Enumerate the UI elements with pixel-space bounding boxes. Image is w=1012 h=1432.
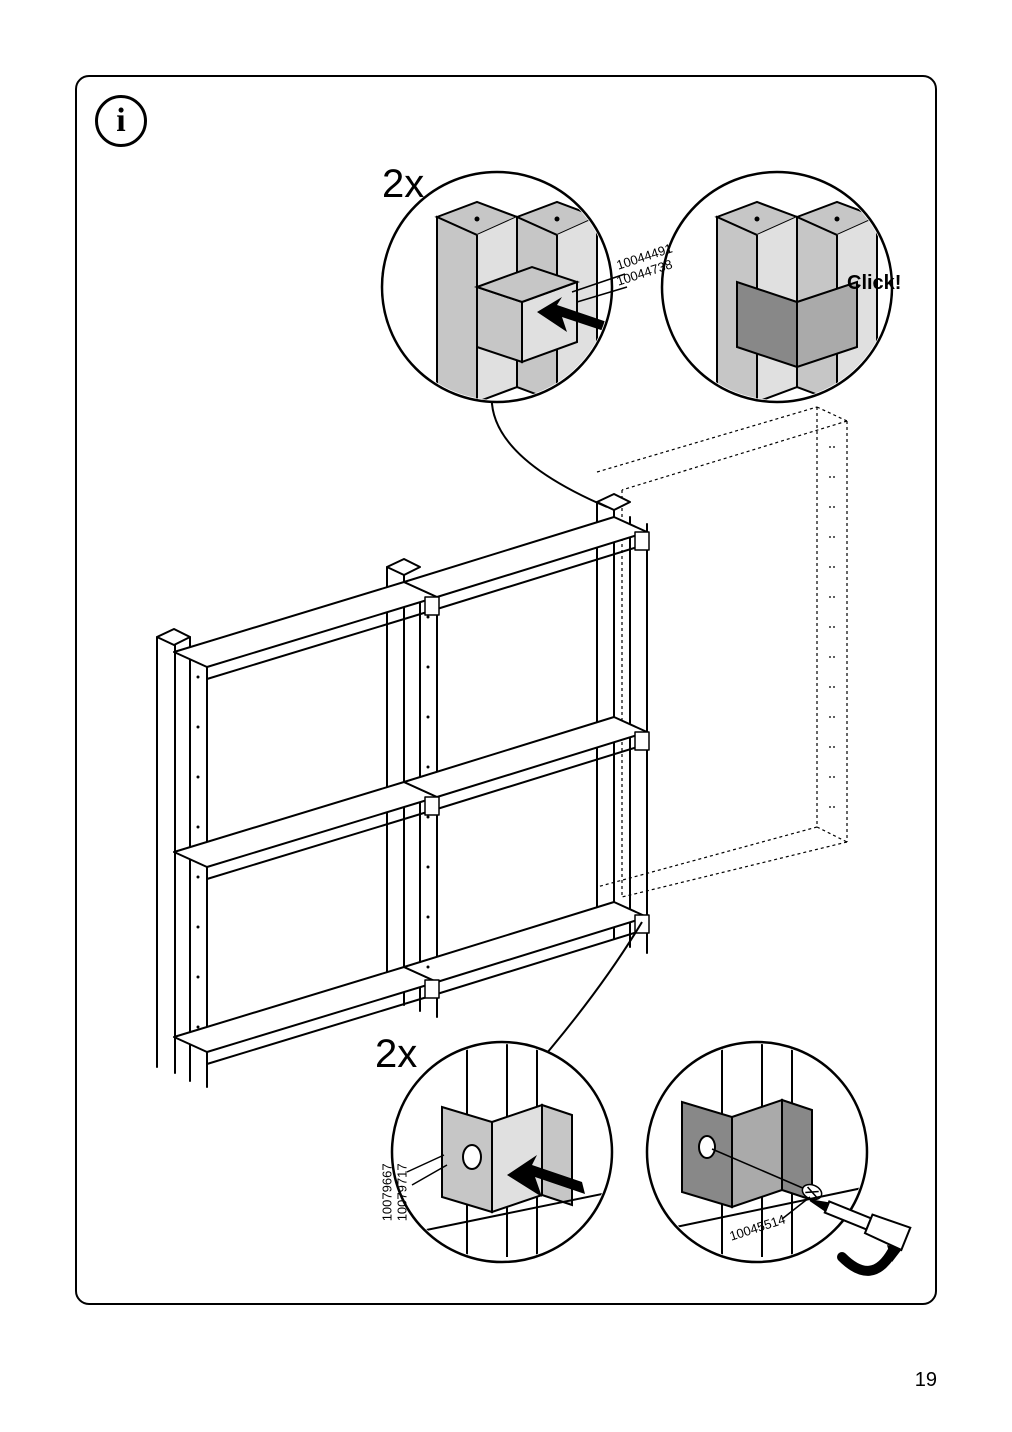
top-qty-label: 2x bbox=[382, 162, 424, 207]
click-label: Click! bbox=[847, 272, 901, 295]
page: i bbox=[0, 0, 1012, 1432]
bottom-detail bbox=[372, 1027, 912, 1305]
content-frame: i bbox=[75, 75, 937, 1305]
top-detail bbox=[377, 157, 917, 417]
bottom-part-1: 10079667 bbox=[381, 1163, 395, 1221]
page-number: 19 bbox=[915, 1369, 937, 1392]
bottom-qty-label: 2x bbox=[375, 1032, 417, 1077]
bottom-part-2: 10079717 bbox=[396, 1163, 410, 1221]
